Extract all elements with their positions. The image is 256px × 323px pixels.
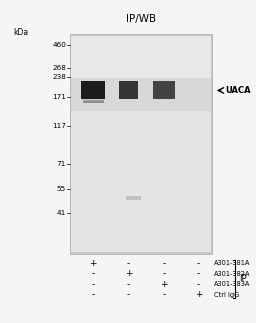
Text: 460: 460	[52, 42, 66, 47]
Bar	[119, 81, 138, 99]
Bar	[71, 111, 211, 252]
Text: -: -	[127, 259, 130, 268]
Text: -: -	[163, 290, 166, 299]
Text: IP: IP	[239, 274, 246, 283]
Text: +: +	[125, 269, 132, 278]
Bar	[83, 99, 104, 101]
Text: -: -	[127, 280, 130, 289]
Text: UACA: UACA	[225, 86, 251, 95]
Text: A301-383A: A301-383A	[214, 281, 250, 287]
Text: -: -	[197, 269, 200, 278]
Text: -: -	[197, 280, 200, 289]
Bar	[81, 81, 105, 99]
Text: 117: 117	[52, 123, 66, 129]
Bar	[83, 99, 104, 100]
Bar	[83, 102, 104, 103]
Text: A301-382A: A301-382A	[214, 271, 250, 277]
Text: 171: 171	[52, 94, 66, 100]
Bar	[83, 98, 104, 99]
Text: 41: 41	[57, 210, 66, 216]
Text: -: -	[163, 269, 166, 278]
Bar	[83, 100, 104, 102]
Text: -: -	[197, 259, 200, 268]
Text: 238: 238	[52, 74, 66, 80]
Text: A301-381A: A301-381A	[214, 260, 250, 266]
Text: kDa: kDa	[14, 28, 29, 37]
Text: 55: 55	[57, 186, 66, 192]
Bar	[71, 36, 211, 252]
Bar	[126, 196, 141, 200]
Text: -: -	[91, 280, 95, 289]
Text: 268: 268	[52, 65, 66, 71]
Bar	[153, 81, 175, 99]
Text: -: -	[163, 259, 166, 268]
Text: -: -	[127, 290, 130, 299]
Bar	[83, 101, 104, 103]
Text: Ctrl IgG: Ctrl IgG	[214, 292, 239, 298]
Text: -: -	[91, 269, 95, 278]
Bar	[70, 34, 212, 254]
Bar	[83, 101, 104, 102]
Text: 71: 71	[57, 161, 66, 167]
Text: +: +	[195, 290, 202, 299]
Text: +: +	[89, 259, 97, 268]
Bar	[83, 99, 104, 100]
Text: IP/WB: IP/WB	[126, 15, 156, 24]
Text: +: +	[160, 280, 168, 289]
Text: -: -	[91, 290, 95, 299]
Bar	[71, 36, 211, 78]
